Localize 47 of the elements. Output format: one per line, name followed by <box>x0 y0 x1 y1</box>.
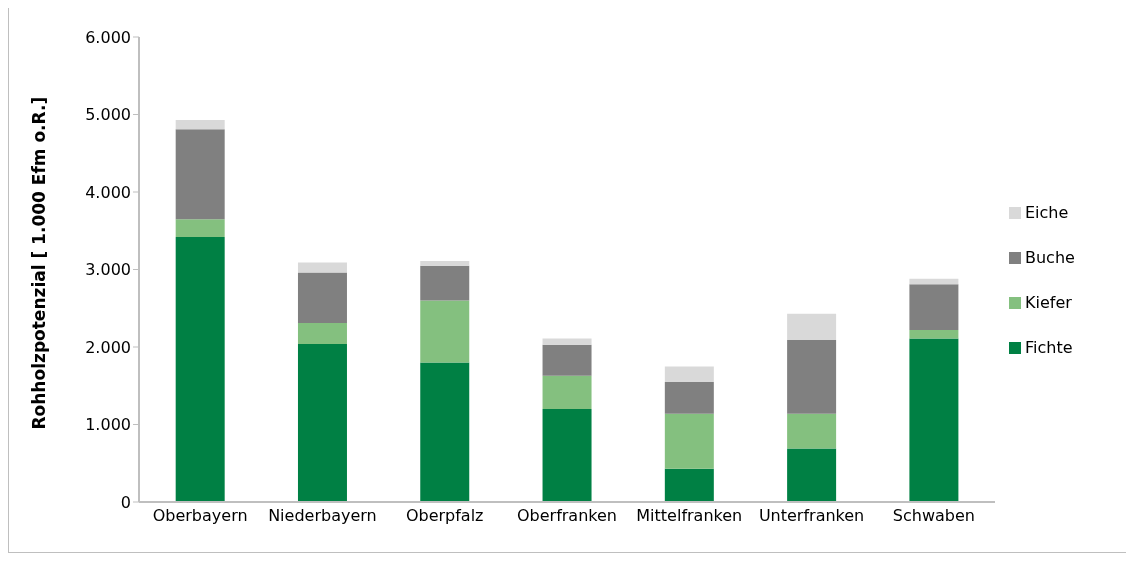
bar <box>175 236 225 502</box>
bar <box>542 344 592 376</box>
y-tick-label: 6.000 <box>85 27 131 47</box>
bar <box>909 329 959 339</box>
bar <box>664 413 714 469</box>
x-tick-label: Oberfranken <box>516 506 618 526</box>
x-tick-label: Oberbayern <box>152 506 248 526</box>
bar <box>787 340 837 414</box>
x-tick-label: Oberpfalz <box>405 506 484 526</box>
bar <box>420 362 470 502</box>
bar <box>297 262 347 273</box>
bar <box>542 338 592 345</box>
bar <box>175 119 225 130</box>
y-axis-title: Rohholzpotenzial [ 1.000 Efm o.R.] <box>29 96 50 430</box>
x-tick-label: Niederbayern <box>268 506 377 526</box>
y-tick-label: 1.000 <box>85 415 131 435</box>
bar <box>297 322 347 344</box>
y-tick-label: 4.000 <box>85 182 131 202</box>
bar <box>787 448 837 502</box>
bar <box>909 338 959 502</box>
bar <box>297 343 347 502</box>
bar <box>664 366 714 382</box>
bar <box>175 129 225 220</box>
legend-label: Fichte <box>1025 338 1073 357</box>
x-tick-label: Unterfranken <box>758 506 865 526</box>
bar <box>787 413 837 449</box>
bar <box>420 300 470 363</box>
bar <box>909 284 959 330</box>
bar <box>297 272 347 323</box>
bar <box>542 375 592 409</box>
bar <box>909 278 959 285</box>
y-tick-label: 0 <box>120 492 131 512</box>
bar <box>542 409 592 502</box>
bar <box>664 468 714 502</box>
x-tick-label: Mittelfranken <box>636 506 743 526</box>
y-tick-label: 3.000 <box>85 260 131 280</box>
legend-label: Eiche <box>1025 203 1069 222</box>
x-tick-label: Schwaben <box>892 506 975 526</box>
y-tick-label: 2.000 <box>85 337 131 357</box>
bar <box>664 381 714 414</box>
y-tick-label: 5.000 <box>85 105 131 125</box>
bar <box>420 260 470 266</box>
legend-label: Buche <box>1025 248 1075 267</box>
bar <box>420 265 470 301</box>
bar <box>787 313 837 341</box>
bar <box>175 219 225 237</box>
legend-label: Kiefer <box>1025 293 1072 312</box>
